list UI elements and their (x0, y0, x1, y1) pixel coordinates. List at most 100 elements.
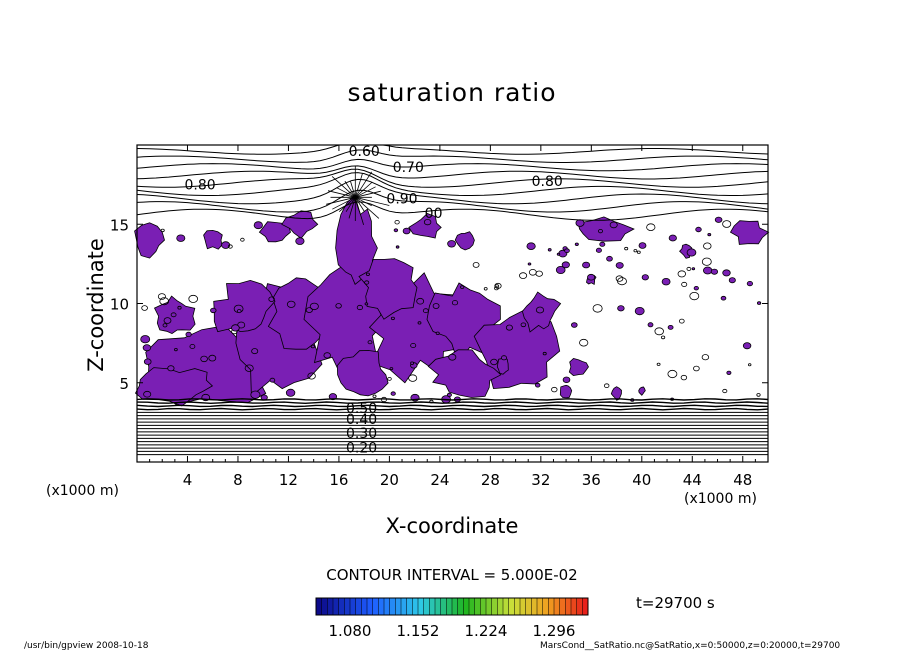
colorbar-tick-label: 1.152 (397, 622, 440, 640)
fill-speck (680, 374, 688, 381)
fill-speck (490, 358, 498, 366)
contour-line (136, 189, 769, 213)
contour-line (345, 197, 356, 212)
colorbar-cell (548, 598, 555, 615)
fill-speck (575, 219, 585, 227)
colorbar-cell (429, 598, 436, 615)
contour-plot: 0.60 0.70 0.80 0.80 0.90 00 0.200.300.400.50 4… (110, 144, 770, 489)
fill-speck (703, 266, 713, 275)
fill-speck (408, 374, 418, 382)
fill-speck (364, 280, 370, 285)
fill-speck (689, 291, 700, 301)
fill-speck (535, 382, 541, 388)
colorbar-cell (446, 598, 453, 615)
fill-speck (231, 324, 240, 332)
fill-region (496, 357, 509, 375)
fill-speck (500, 355, 507, 361)
fill-speck (646, 223, 656, 232)
fill-speck (615, 262, 624, 269)
fill-speck (162, 323, 168, 328)
fill-region (729, 220, 770, 245)
fill-speck (693, 365, 700, 372)
fill-speck (634, 306, 645, 316)
fill-speck (389, 367, 394, 371)
contour-line (136, 158, 769, 172)
fill-region (134, 222, 165, 259)
fill-speck (677, 270, 686, 278)
fill-speck (726, 370, 732, 375)
chart-title: saturation ratio (347, 78, 557, 107)
contour-line (355, 197, 380, 219)
fill-speck (395, 245, 400, 249)
fill-region (203, 229, 223, 250)
contour-line (326, 196, 356, 205)
fill-speck (174, 347, 178, 352)
fill-speck (606, 255, 613, 262)
contour-line (354, 197, 365, 212)
colorbar-cell (486, 598, 493, 615)
fill-speck (722, 388, 728, 394)
fill-speck (710, 268, 719, 275)
fill-speck (599, 241, 606, 247)
colorbar-cell (372, 598, 379, 615)
fill-speck (691, 267, 696, 271)
fill-speck (448, 353, 457, 361)
fill-speck (372, 394, 377, 398)
fill-speck (170, 312, 177, 318)
colorbar-cell (520, 598, 527, 615)
colorbar-cell (452, 598, 459, 615)
fill-speck (240, 237, 245, 242)
colorbar-cell (559, 598, 566, 615)
fill-speck (609, 221, 618, 229)
fill-speck (528, 268, 537, 276)
fill-region (559, 384, 573, 399)
fill-speck (667, 324, 674, 330)
colorbar-cell (457, 598, 464, 615)
fill-speck (756, 301, 762, 305)
contour-line (136, 149, 769, 163)
contour-line (136, 407, 769, 411)
contour-line (136, 404, 769, 408)
colorbar-cell (367, 598, 374, 615)
x-tick-label: 16 (329, 471, 348, 489)
colorbar-cell (514, 598, 521, 615)
contour-line (332, 196, 356, 210)
fill-speck (244, 364, 254, 372)
contour-line (348, 197, 356, 219)
fill-speck (157, 293, 166, 300)
contour-label: 0.80 (532, 174, 563, 190)
fill-speck (236, 309, 242, 314)
y-tick-label: 15 (110, 216, 129, 234)
colorbar-cell (361, 598, 368, 615)
colorbar-cell (321, 598, 328, 615)
fill-speck (693, 286, 699, 291)
fill-speck (416, 297, 425, 305)
fill-speck (472, 261, 480, 268)
x-unit-label-right: (x1000 m) (684, 491, 757, 507)
fill-speck (587, 273, 596, 281)
fill-speck (617, 305, 625, 312)
fill-speck (189, 343, 196, 349)
colorbar-cell (316, 598, 323, 615)
footer-right: MarsCond__SatRatio.nc@SatRatio,x=0:50000… (540, 641, 841, 651)
contour-line (136, 178, 769, 205)
fill-speck (701, 257, 712, 266)
colorbar-cell (333, 598, 340, 615)
colorbar-cell (378, 598, 385, 615)
contour-line (136, 165, 769, 180)
fill-speck (269, 377, 276, 383)
y-tick-label: 5 (119, 375, 129, 393)
contour-label: 0.40 (346, 412, 377, 428)
fill-speck (410, 361, 415, 365)
fill-region (568, 357, 589, 377)
fill-speck (394, 219, 400, 225)
fill-speck (210, 307, 217, 314)
contour-line (355, 181, 373, 198)
fill-speck (142, 344, 152, 352)
contour-interval-label: CONTOUR INTERVAL = 5.000E-02 (326, 566, 578, 584)
fill-speck (364, 302, 369, 306)
contour-label: 0.90 (386, 192, 417, 208)
fill-speck (227, 244, 233, 249)
fill-speck (595, 247, 602, 253)
